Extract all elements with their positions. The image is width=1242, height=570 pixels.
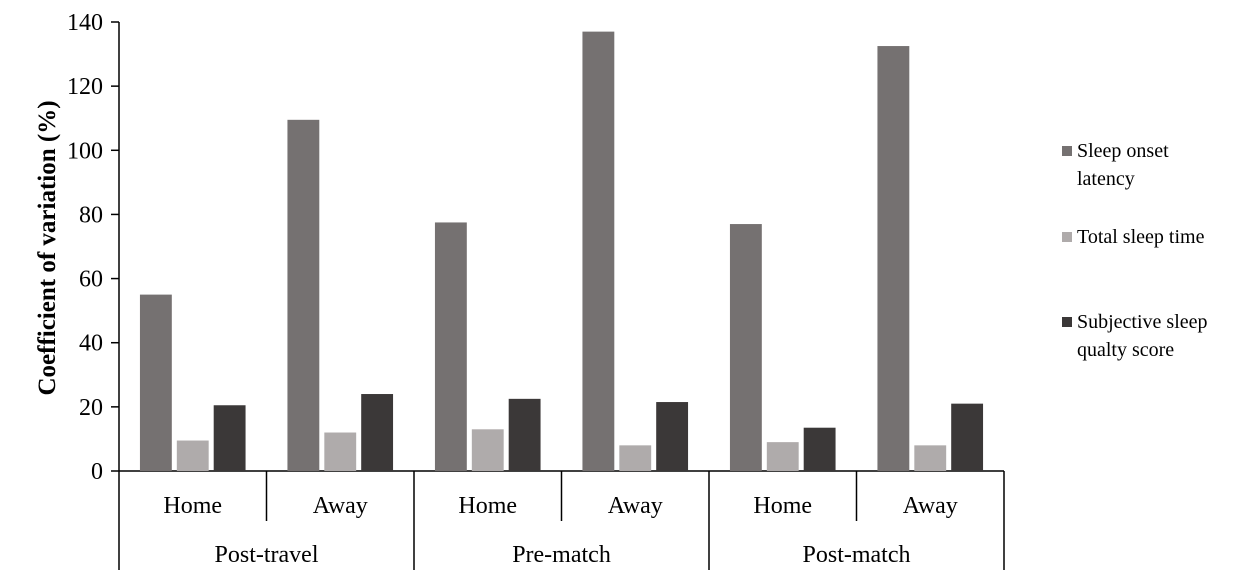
category-label: Home <box>458 493 517 519</box>
y-axis-title-group: Coefficient of variation (%) <box>34 100 61 395</box>
bar <box>951 403 984 471</box>
y-tick-label: 80 <box>79 202 103 228</box>
legend-label: Subjective sleep qualty score <box>1077 311 1208 361</box>
y-tick-label: 0 <box>91 459 103 485</box>
category-label: Home <box>163 493 222 519</box>
bars <box>139 31 984 472</box>
legend-label-line: Sleep onset <box>1077 140 1169 162</box>
y-tick-label: 60 <box>79 267 103 293</box>
bar <box>287 119 320 471</box>
bar <box>582 31 615 471</box>
axes: 0 20 40 60 80 100 120 140 <box>67 10 1005 570</box>
group-label: Post-match <box>803 542 911 568</box>
bar <box>471 429 504 471</box>
legend: Sleep onset latency Total sleep time Subjec… <box>1062 140 1208 361</box>
bar <box>139 294 172 471</box>
bar <box>434 222 467 471</box>
bar <box>176 440 209 471</box>
bar <box>877 46 910 472</box>
legend-label: Total sleep time <box>1077 226 1205 248</box>
y-axis-title: Coefficient of variation (%) <box>34 100 61 395</box>
legend-label-line: latency <box>1077 168 1135 190</box>
group-label: Post-travel <box>215 542 319 568</box>
legend-label: Sleep onset latency <box>1077 140 1169 190</box>
y-tick-label: 140 <box>67 10 103 36</box>
category-label: Away <box>313 493 368 519</box>
bar <box>324 432 357 471</box>
category-label: Away <box>608 493 663 519</box>
legend-label-line: Subjective sleep <box>1077 311 1208 333</box>
bar <box>656 402 689 471</box>
y-tick-label: 100 <box>67 138 103 164</box>
x-axis-labels: Home Away Home Away Home Away Post-travel Pre-m… <box>163 493 957 568</box>
category-label: Home <box>753 493 812 519</box>
legend-swatch <box>1062 232 1072 242</box>
bar <box>729 224 762 471</box>
legend-swatch <box>1062 317 1072 327</box>
bar <box>361 394 394 471</box>
legend-swatch <box>1062 146 1072 156</box>
y-tick-label: 40 <box>79 331 103 357</box>
category-label: Away <box>903 493 958 519</box>
y-tick-label: 20 <box>79 395 103 421</box>
y-tick-label: 120 <box>67 74 103 100</box>
group-label: Pre-match <box>512 542 611 568</box>
bar <box>213 405 246 471</box>
bar <box>619 445 652 471</box>
bar <box>803 427 836 471</box>
bar <box>914 445 947 471</box>
bar <box>766 442 799 471</box>
bar <box>508 398 541 471</box>
legend-label-line: qualty score <box>1077 339 1174 361</box>
